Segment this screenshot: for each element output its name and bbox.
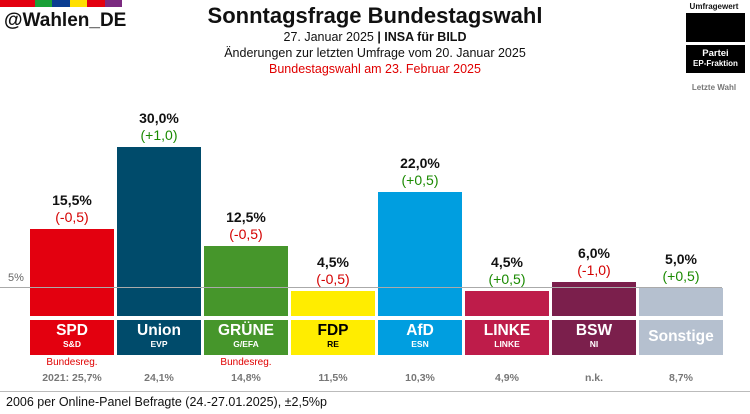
party-name: GRÜNE [218, 322, 274, 339]
separator: | [377, 30, 381, 44]
value-label-spd: 15,5% [52, 191, 92, 208]
poll-date-line: 27. Januar 2025 | INSA für BILD [0, 30, 750, 44]
party-label-spd: SPD S&D [30, 320, 114, 355]
flag-stripe [104, 0, 122, 7]
legend-value-box [686, 13, 745, 42]
flag-stripe [52, 0, 70, 7]
flag-stripe [0, 0, 18, 7]
chart-title: Sonntagsfrage Bundestagswahl [207, 3, 543, 28]
party-name: FDP [317, 322, 349, 339]
party-label-grne: GRÜNE G/EFA [204, 320, 288, 355]
party-label-bsw: BSW NI [552, 320, 636, 355]
party-name: LINKE [483, 322, 531, 339]
bar-linke [465, 290, 549, 316]
last-election-fdp: 11,5% [318, 372, 348, 384]
party-name: BSW [575, 322, 613, 339]
change-label-afd: (+0,5) [401, 172, 439, 189]
footer-note: 2006 per Online-Panel Befragte (24.-27.0… [6, 395, 327, 409]
party-name: SPD [56, 322, 88, 339]
flag-stripe [87, 0, 105, 7]
flag-stripe [17, 0, 35, 7]
flag-stripe [34, 0, 53, 7]
flag-bar [0, 0, 122, 7]
account-handle: @Wahlen_DE [4, 10, 127, 31]
legend-party-box: Partei EP-Fraktion [686, 45, 745, 73]
bar-union [117, 147, 201, 316]
change-label-linke: (+0,5) [488, 270, 526, 287]
party-name: AfD [406, 322, 434, 339]
value-label-afd: 22,0% [400, 155, 440, 172]
last-election-bsw: n.k. [584, 372, 604, 384]
party-label-fdp: FDP RE [291, 320, 375, 355]
change-label-bsw: (-1,0) [577, 262, 611, 279]
legend-group-label: EP-Fraktion [693, 59, 738, 68]
government-note-spd: Bundesreg. [46, 357, 98, 368]
party-label-union: Union EVP [117, 320, 201, 355]
change-label-spd: (-0,5) [55, 208, 89, 225]
election-note: Bundestagswahl am 23. Februar 2025 [269, 62, 481, 76]
last-election-spd: 2021: 25,7% [42, 372, 102, 384]
last-election-sonstige: 8,7% [669, 372, 693, 384]
value-label-sonstige: 5,0% [665, 250, 697, 267]
bar-grne [204, 245, 288, 316]
ep-group: G/EFA [233, 339, 259, 349]
change-label-fdp: (-0,5) [316, 270, 350, 287]
party-name: Union [137, 322, 181, 339]
poll-date: 27. Januar 2025 [283, 30, 378, 44]
last-election-grne: 14,8% [231, 372, 261, 384]
ep-group: EVP [150, 339, 168, 349]
change-label-union: (+1,0) [140, 127, 178, 143]
bar-sonstige [639, 287, 723, 316]
ep-group: RE [327, 339, 339, 349]
ep-group: NI [589, 339, 599, 349]
legend-last-election-label: Letzte Wahl [691, 83, 737, 92]
threshold-label: 5% [8, 272, 24, 284]
party-label-linke: LINKE LINKE [465, 320, 549, 355]
last-election-linke: 4,9% [495, 372, 519, 384]
change-label-sonstige: (+0,5) [662, 267, 700, 284]
value-label-fdp: 4,5% [317, 253, 349, 270]
ep-group: ESN [411, 339, 429, 349]
footer-divider [0, 391, 750, 392]
value-label-bsw: 6,0% [578, 245, 610, 262]
value-label-union: 30,0% [139, 110, 179, 126]
party-label-sonstige: Sonstige [639, 320, 723, 355]
change-label-grne: (-0,5) [229, 225, 263, 242]
bar-spd [30, 228, 114, 316]
last-election-union: 24,1% [144, 372, 174, 384]
value-label-linke: 4,5% [491, 253, 523, 270]
threshold-line [0, 287, 722, 288]
legend-party-label: Partei [702, 48, 729, 59]
party-label-afd: AfD ESN [378, 320, 462, 355]
bar-afd [378, 192, 462, 316]
legend-value-label: Umfragewert [689, 2, 739, 11]
change-note: Änderungen zur letzten Umfrage vom 20. J… [224, 46, 526, 60]
party-name: Sonstige [648, 328, 714, 345]
government-note-grne: Bundesreg. [220, 357, 272, 368]
ep-group: LINKE [494, 339, 520, 349]
flag-stripe [69, 0, 88, 7]
bar-fdp [291, 290, 375, 316]
value-label-grne: 12,5% [226, 208, 266, 225]
last-election-afd: 10,3% [405, 372, 435, 384]
institute: INSA für BILD [380, 30, 467, 44]
ep-group: S&D [63, 339, 81, 349]
